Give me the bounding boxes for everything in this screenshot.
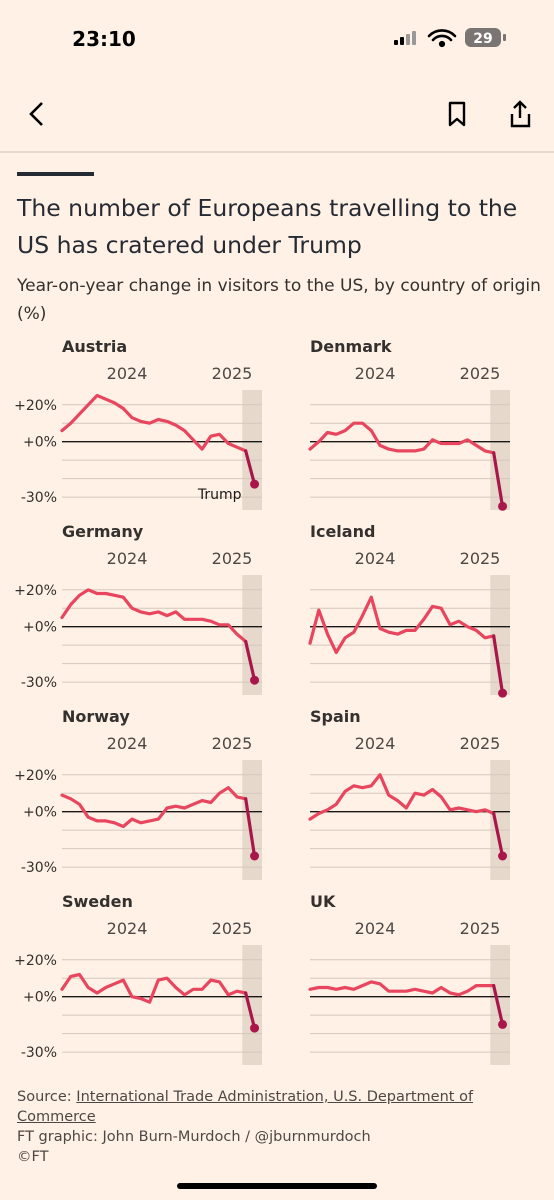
highlight-band (490, 760, 510, 880)
latest-point (498, 688, 508, 698)
source-label: Source: (17, 1089, 72, 1105)
latest-segment (492, 451, 505, 508)
y-tick-label: +20% (14, 398, 57, 414)
x-tick-label: 2024 (355, 364, 396, 383)
title: The number of Europeans travelling to th… (17, 194, 518, 259)
x-tick-label: 2024 (355, 919, 396, 938)
series-line (308, 421, 496, 455)
latest-point (250, 1023, 260, 1033)
x-tick-label: 2025 (460, 734, 501, 753)
y-tick-label: +20% (14, 583, 57, 599)
copyright: ©FT (17, 1149, 49, 1165)
series-line (308, 980, 496, 997)
panel-title: Sweden (62, 892, 133, 911)
wifi-icon (427, 29, 457, 48)
credit: FT graphic: John Burn-Murdoch / @jburnmu… (17, 1129, 371, 1145)
subtitle: Year-on-year change in visitors to the U… (17, 276, 541, 324)
footer: Source: International Trade Administrati… (17, 1087, 554, 1167)
series-line (60, 972, 248, 1004)
panel-title: Germany (62, 522, 144, 541)
highlight-band (242, 390, 262, 510)
latest-point (250, 675, 260, 685)
latest-point (498, 851, 508, 861)
panel-title: Norway (62, 707, 130, 726)
x-tick-label: 2024 (107, 364, 148, 383)
battery-icon (465, 28, 501, 47)
back-button[interactable] (29, 102, 43, 126)
panel-title: Iceland (310, 522, 375, 541)
series-line (308, 595, 496, 655)
highlight-band (490, 945, 510, 1065)
x-tick-label: 2025 (460, 364, 501, 383)
signal-icon (394, 31, 416, 45)
panel-title: Denmark (310, 337, 392, 356)
y-tick-label: +0% (23, 990, 57, 1006)
home-indicator (177, 1183, 377, 1189)
battery-level: 29 (473, 31, 492, 47)
latest-segment (492, 811, 505, 858)
x-tick-label: 2024 (107, 549, 148, 568)
title-bar (17, 172, 94, 176)
latest-point (250, 851, 260, 861)
series-line (60, 393, 248, 453)
source-line: Source: International Trade Administrati… (17, 1087, 554, 1127)
highlight-band (242, 760, 262, 880)
y-tick-label: -30% (21, 1045, 57, 1061)
x-tick-label: 2025 (212, 549, 253, 568)
latest-point (498, 1019, 508, 1029)
x-tick-label: 2024 (107, 919, 148, 938)
latest-segment (492, 634, 505, 695)
x-tick-label: 2025 (460, 549, 501, 568)
panel-title: Austria (62, 337, 127, 356)
latest-point (250, 479, 260, 489)
latest-segment (492, 984, 505, 1026)
y-tick-label: +20% (14, 768, 57, 784)
latest-segment (244, 449, 257, 486)
series-line (60, 786, 248, 829)
highlight-band (242, 575, 262, 695)
y-tick-label: -30% (21, 860, 57, 876)
highlight-band (490, 390, 510, 510)
x-tick-label: 2025 (460, 919, 501, 938)
status-time: 23:10 (72, 27, 136, 51)
y-tick-label: -30% (21, 675, 57, 691)
x-tick-label: 2025 (212, 364, 253, 383)
y-tick-label: +0% (23, 620, 57, 636)
battery-tip (503, 34, 506, 41)
x-tick-label: 2024 (355, 734, 396, 753)
x-tick-label: 2025 (212, 734, 253, 753)
panel-title: UK (310, 892, 336, 911)
highlight-band (242, 945, 262, 1065)
source-link[interactable]: International Trade Administration, U.S.… (17, 1089, 474, 1125)
series-line (60, 588, 248, 644)
share-button[interactable] (510, 100, 531, 128)
x-tick-label: 2024 (355, 549, 396, 568)
highlight-band (490, 575, 510, 695)
y-tick-label: +20% (14, 953, 57, 969)
panel-title: Spain (310, 707, 361, 726)
latest-segment (244, 639, 257, 682)
x-tick-label: 2024 (107, 734, 148, 753)
y-tick-label: +0% (23, 805, 57, 821)
bookmark-button[interactable] (448, 101, 466, 127)
y-tick-label: -30% (21, 490, 57, 506)
annotation: Trump (197, 487, 242, 503)
x-tick-label: 2025 (212, 919, 253, 938)
latest-segment (244, 797, 257, 858)
latest-point (498, 501, 508, 511)
header: The number of Europeans travelling to th… (17, 190, 542, 328)
series-line (308, 773, 496, 821)
latest-segment (244, 991, 257, 1030)
y-tick-label: +0% (23, 435, 57, 451)
